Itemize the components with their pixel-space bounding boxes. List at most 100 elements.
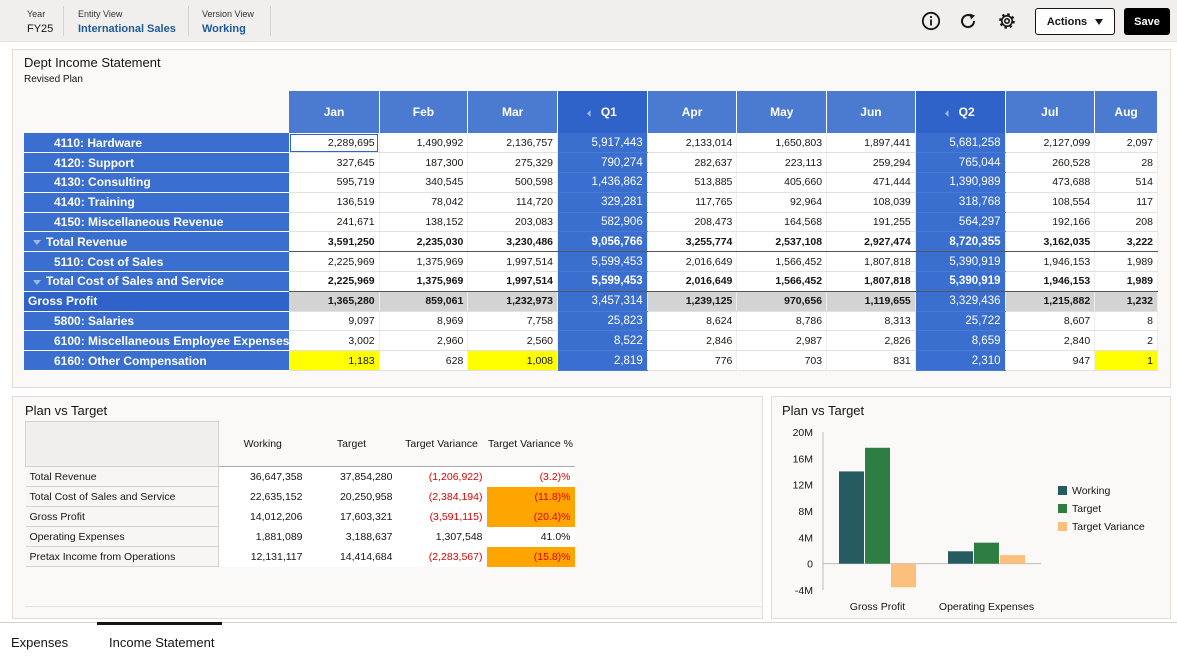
grid-cell[interactable]: 3,329,436 <box>915 291 1006 312</box>
grid-cell[interactable]: 471,444 <box>826 172 916 193</box>
grid-cell[interactable]: 8 <box>1094 311 1158 332</box>
pvt-cell[interactable]: 41.0% <box>486 526 575 547</box>
grid-cell[interactable]: 947 <box>1005 350 1096 372</box>
grid-cell[interactable]: 1,183 <box>289 350 380 372</box>
grid-cell[interactable]: 2,289,695 <box>289 133 380 154</box>
grid-cell[interactable]: 327,645 <box>289 152 380 174</box>
row-header[interactable]: Gross Profit <box>24 291 290 312</box>
gear-icon[interactable] <box>997 11 1017 31</box>
grid-cell[interactable]: 703 <box>736 350 828 372</box>
grid-cell[interactable]: 3,162,035 <box>1005 231 1096 253</box>
grid-cell[interactable]: 1,989 <box>1094 271 1158 292</box>
grid-cell[interactable]: 2,136,757 <box>467 133 558 154</box>
tab-expenses[interactable]: Expenses <box>11 635 69 650</box>
column-header-may[interactable]: May <box>736 91 828 133</box>
grid-cell[interactable]: 78,042 <box>379 192 469 213</box>
pvt-row-label[interactable]: Total Cost of Sales and Service <box>25 486 219 507</box>
pvt-column-header[interactable]: Target <box>306 421 397 467</box>
grid-cell[interactable]: 191,255 <box>826 212 916 233</box>
grid-cell[interactable]: 8,522 <box>557 330 648 352</box>
grid-cell[interactable]: 187,300 <box>379 152 469 174</box>
collapse-caret-icon[interactable] <box>33 240 41 246</box>
grid-cell[interactable]: 2,927,474 <box>826 231 916 253</box>
pvt-cell[interactable]: 1,307,548 <box>396 526 487 547</box>
grid-cell[interactable]: 564,297 <box>915 212 1006 233</box>
grid-cell[interactable]: 2,016,649 <box>647 271 738 292</box>
column-header-feb[interactable]: Feb <box>379 91 469 133</box>
column-header-apr[interactable]: Apr <box>647 91 738 133</box>
pvt-cell[interactable]: 20,250,958 <box>306 486 397 507</box>
grid-cell[interactable]: 7,758 <box>467 311 558 332</box>
grid-cell[interactable]: 164,568 <box>736 212 828 233</box>
pvt-cell[interactable]: 14,012,206 <box>218 506 307 527</box>
grid-cell[interactable]: 138,152 <box>379 212 469 233</box>
row-header[interactable]: Total Revenue <box>24 231 290 253</box>
grid-cell[interactable]: 318,768 <box>915 192 1006 213</box>
pvt-row-label[interactable]: Gross Profit <box>25 506 219 527</box>
grid-cell[interactable]: 1,119,655 <box>826 291 916 312</box>
grid-cell[interactable]: 1,008 <box>467 350 558 372</box>
grid-cell[interactable]: 1,989 <box>1094 251 1158 273</box>
grid-cell[interactable]: 2,225,969 <box>289 271 380 292</box>
column-header-jan[interactable]: Jan <box>289 91 380 133</box>
grid-cell[interactable]: 1,650,803 <box>736 133 828 154</box>
pvt-cell[interactable]: (3.2)% <box>486 466 575 487</box>
pvt-cell[interactable]: (20.4)% <box>486 506 575 527</box>
info-icon[interactable] <box>921 11 941 31</box>
grid-cell[interactable]: 3,222 <box>1094 231 1158 253</box>
column-header-jul[interactable]: Jul <box>1005 91 1096 133</box>
grid-cell[interactable]: 776 <box>647 350 738 372</box>
grid-cell[interactable]: 92,964 <box>736 192 828 213</box>
pov-version[interactable]: Version View Working <box>202 9 254 35</box>
pvt-column-header[interactable]: Target Variance <box>396 421 487 467</box>
grid-cell[interactable]: 2,960 <box>379 330 469 352</box>
grid-cell[interactable]: 1,365,280 <box>289 291 380 312</box>
grid-cell[interactable]: 1,566,452 <box>736 271 828 292</box>
grid-cell[interactable]: 1,232 <box>1094 291 1158 312</box>
collapse-caret-icon[interactable] <box>944 109 952 118</box>
row-header[interactable]: 5800: Salaries <box>24 311 290 332</box>
grid-cell[interactable]: 8,969 <box>379 311 469 332</box>
pvt-cell[interactable]: 17,603,321 <box>306 506 397 527</box>
grid-cell[interactable]: 117 <box>1094 192 1158 213</box>
refresh-icon[interactable] <box>958 11 978 31</box>
grid-cell[interactable]: 3,591,250 <box>289 231 380 253</box>
legend-label[interactable]: Target <box>1072 503 1101 515</box>
grid-cell[interactable]: 1,946,153 <box>1005 271 1096 292</box>
grid-cell[interactable]: 5,390,919 <box>915 251 1006 273</box>
grid-cell[interactable]: 790,274 <box>557 152 648 174</box>
grid-cell[interactable]: 473,688 <box>1005 172 1096 193</box>
legend-label[interactable]: Working <box>1072 485 1110 497</box>
grid-cell[interactable]: 9,056,766 <box>557 231 648 253</box>
grid-cell[interactable]: 1,390,989 <box>915 172 1006 193</box>
grid-cell[interactable]: 1,566,452 <box>736 251 828 273</box>
grid-cell[interactable]: 5,917,443 <box>557 133 648 154</box>
pvt-cell[interactable]: 12,131,117 <box>218 546 307 567</box>
grid-cell[interactable]: 1,807,818 <box>826 271 916 292</box>
column-header-aug[interactable]: Aug <box>1094 91 1158 133</box>
pvt-cell[interactable]: 37,854,280 <box>306 466 397 487</box>
column-header-mar[interactable]: Mar <box>467 91 558 133</box>
grid-cell[interactable]: 203,083 <box>467 212 558 233</box>
grid-cell[interactable]: 765,044 <box>915 152 1006 174</box>
tab-income-statement[interactable]: Income Statement <box>109 635 215 650</box>
pov-entity-value[interactable]: International Sales <box>78 23 176 35</box>
grid-cell[interactable]: 8,624 <box>647 311 738 332</box>
grid-cell[interactable]: 2,846 <box>647 330 738 352</box>
grid-cell[interactable]: 3,457,314 <box>557 291 648 312</box>
grid-cell[interactable]: 2,560 <box>467 330 558 352</box>
row-header[interactable]: Total Cost of Sales and Service <box>24 271 290 292</box>
grid-cell[interactable]: 2,840 <box>1005 330 1096 352</box>
grid-cell[interactable]: 3,255,774 <box>647 231 738 253</box>
grid-cell[interactable]: 329,281 <box>557 192 648 213</box>
grid-cell[interactable]: 500,598 <box>467 172 558 193</box>
grid-cell[interactable]: 3,230,486 <box>467 231 558 253</box>
pov-year-value[interactable]: FY25 <box>27 23 54 35</box>
legend-label[interactable]: Target Variance <box>1072 521 1145 533</box>
row-header[interactable]: 6160: Other Compensation <box>24 350 290 372</box>
grid-cell[interactable]: 340,545 <box>379 172 469 193</box>
collapse-caret-icon[interactable] <box>33 279 41 285</box>
grid-cell[interactable]: 8,607 <box>1005 311 1096 332</box>
grid-cell[interactable]: 970,656 <box>736 291 828 312</box>
grid-cell[interactable]: 114,720 <box>467 192 558 213</box>
